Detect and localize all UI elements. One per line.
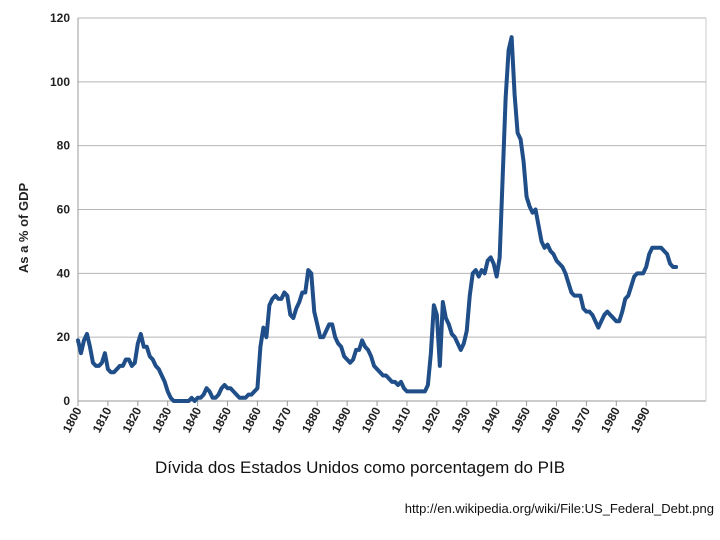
y-axis-label: As a % of GDP	[16, 183, 31, 274]
y-tick-label: 60	[57, 203, 71, 217]
x-tick-label: 1860	[239, 405, 264, 435]
y-tick-label: 40	[57, 266, 71, 280]
source-url: http://en.wikipedia.org/wiki/File:US_Fed…	[404, 501, 714, 516]
chart-caption: Dívida dos Estados Unidos como porcentag…	[154, 458, 566, 477]
y-tick-label: 0	[63, 394, 70, 408]
x-tick-label: 1840	[179, 405, 204, 435]
y-tick-label: 120	[50, 11, 70, 25]
y-tick-label: 80	[57, 139, 71, 153]
x-tick-label: 1990	[628, 405, 653, 435]
grid-lines	[78, 17, 706, 402]
axes	[77, 18, 707, 406]
y-tick-label: 100	[50, 75, 70, 89]
x-tick-label: 1910	[389, 405, 414, 435]
y-tick-label: 20	[57, 330, 71, 344]
x-tick-label: 1810	[90, 405, 115, 435]
x-tick-label: 1880	[299, 405, 324, 435]
x-tick-label: 1940	[478, 405, 503, 435]
x-tick-label: 1850	[209, 405, 234, 435]
x-tick-label: 1800	[60, 405, 85, 435]
x-tick-label: 1950	[508, 405, 533, 435]
x-tick-label: 1830	[149, 405, 174, 435]
x-tick-label: 1870	[269, 405, 294, 435]
x-tick-label: 1920	[419, 405, 444, 435]
x-tick-labels: 1800 1810 1820 1830 1840 1850 1860 1870 1880 1890…	[60, 405, 653, 435]
y-tick-labels: 0 20 40 60 80 100 120	[50, 11, 70, 408]
x-tick-label: 1930	[449, 405, 474, 435]
x-tick-label: 1970	[568, 405, 593, 435]
x-tick-label: 1890	[329, 405, 354, 435]
x-tick-label: 1900	[359, 405, 384, 435]
x-tick-label: 1960	[538, 405, 563, 435]
series-line	[76, 35, 679, 403]
x-tick-label: 1980	[598, 405, 623, 435]
x-tick-label: 1820	[120, 405, 145, 435]
